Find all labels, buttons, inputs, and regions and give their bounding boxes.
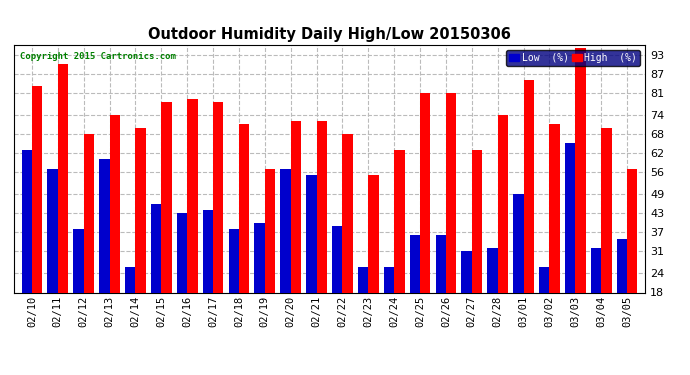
Bar bbox=[83, 134, 94, 292]
Bar bbox=[513, 194, 524, 292]
Bar bbox=[487, 248, 497, 292]
Bar bbox=[203, 210, 213, 292]
Bar bbox=[539, 267, 549, 292]
Text: Copyright 2015 Cartronics.com: Copyright 2015 Cartronics.com bbox=[20, 53, 176, 62]
Bar bbox=[472, 150, 482, 292]
Bar bbox=[410, 236, 420, 292]
Bar bbox=[384, 267, 394, 292]
Bar bbox=[177, 213, 187, 292]
Bar bbox=[435, 236, 446, 292]
Legend: Low  (%), High  (%): Low (%), High (%) bbox=[506, 50, 640, 66]
Bar bbox=[280, 169, 290, 292]
Bar bbox=[524, 80, 534, 292]
Bar bbox=[497, 115, 508, 292]
Bar bbox=[420, 93, 431, 292]
Bar bbox=[591, 248, 601, 292]
Bar bbox=[446, 93, 456, 292]
Bar bbox=[290, 121, 301, 292]
Bar bbox=[306, 175, 317, 292]
Bar bbox=[255, 223, 265, 292]
Bar bbox=[135, 128, 146, 292]
Bar bbox=[228, 229, 239, 292]
Bar bbox=[342, 134, 353, 292]
Bar bbox=[213, 102, 224, 292]
Bar bbox=[73, 229, 83, 292]
Bar bbox=[565, 143, 575, 292]
Bar bbox=[627, 169, 638, 292]
Bar bbox=[58, 64, 68, 292]
Bar bbox=[99, 159, 110, 292]
Title: Outdoor Humidity Daily High/Low 20150306: Outdoor Humidity Daily High/Low 20150306 bbox=[148, 27, 511, 42]
Bar bbox=[239, 124, 249, 292]
Bar bbox=[575, 48, 586, 292]
Bar bbox=[332, 226, 342, 292]
Bar bbox=[187, 99, 197, 292]
Bar bbox=[368, 175, 379, 292]
Bar bbox=[110, 115, 120, 292]
Bar bbox=[151, 204, 161, 292]
Bar bbox=[549, 124, 560, 292]
Bar bbox=[358, 267, 368, 292]
Bar bbox=[462, 251, 472, 292]
Bar bbox=[32, 86, 42, 292]
Bar bbox=[617, 238, 627, 292]
Bar bbox=[394, 150, 404, 292]
Bar bbox=[125, 267, 135, 292]
Bar bbox=[48, 169, 58, 292]
Bar bbox=[161, 102, 172, 292]
Bar bbox=[317, 121, 327, 292]
Bar bbox=[21, 150, 32, 292]
Bar bbox=[601, 128, 611, 292]
Bar bbox=[265, 169, 275, 292]
